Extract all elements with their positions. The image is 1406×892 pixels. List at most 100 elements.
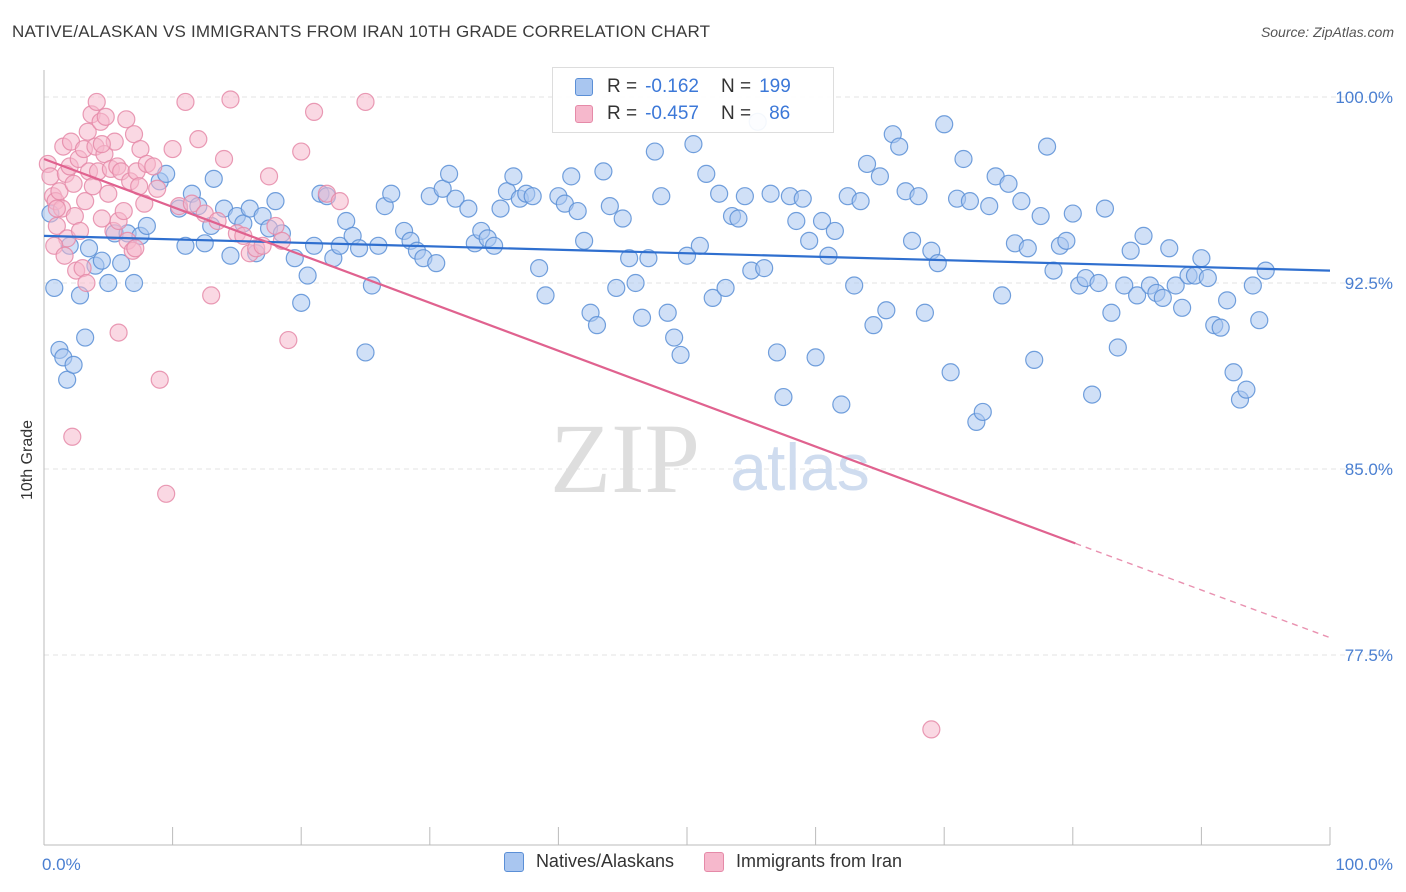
data-point: [1044, 261, 1063, 280]
data-point: [665, 328, 684, 347]
data-point: [77, 273, 96, 293]
data-point: [504, 167, 523, 186]
data-point: [710, 184, 729, 203]
data-point: [1102, 303, 1121, 322]
data-point: [857, 154, 877, 174]
data-point: [279, 330, 298, 350]
data-point: [1198, 268, 1217, 288]
legend-swatch-pink: [704, 851, 724, 872]
data-point: [568, 201, 587, 221]
data-point: [55, 246, 74, 265]
data-point: [189, 130, 208, 149]
data-point: [157, 484, 176, 503]
data-point: [980, 197, 999, 216]
data-point: [1134, 226, 1153, 245]
data-point: [485, 236, 504, 255]
data-point: [124, 273, 144, 293]
data-point: [928, 254, 947, 273]
data-point: [922, 720, 941, 739]
data-point: [1031, 206, 1050, 226]
data-point: [148, 179, 167, 198]
trend-line-iran: [43, 157, 1076, 545]
axes: [43, 70, 1331, 846]
data-point: [99, 184, 118, 203]
tick-labels: 100.0% 92.5% 85.0% 77.5% 0.0% 100.0%: [42, 88, 1393, 874]
chart-title: NATIVE/ALASKAN VS IMMIGRANTS FROM IRAN 1…: [12, 22, 711, 41]
data-point: [562, 167, 581, 186]
data-point: [298, 266, 317, 285]
data-point: [729, 209, 748, 228]
data-point: [96, 107, 115, 126]
data-point: [304, 102, 324, 121]
x-tick-label: 100.0%: [1335, 855, 1393, 874]
data-point: [999, 174, 1018, 193]
data-point: [117, 110, 136, 129]
data-point: [45, 278, 64, 298]
watermark-zip: ZIP: [550, 403, 700, 514]
legend-row-iran: R = -0.457 N = 86: [575, 101, 790, 127]
data-point: [137, 216, 156, 236]
data-point: [221, 90, 240, 109]
data-point: [304, 236, 324, 255]
data-point: [163, 139, 182, 159]
data-point: [1224, 363, 1243, 382]
legend-row-natives: R = -0.162 N = 199: [575, 74, 791, 100]
data-point: [1250, 311, 1269, 330]
data-point: [50, 182, 69, 201]
data-point: [76, 192, 95, 211]
data-point: [112, 254, 131, 273]
data-point: [76, 328, 95, 347]
data-point: [1012, 192, 1031, 211]
data-point: [439, 164, 459, 183]
data-point: [292, 142, 311, 161]
data-point: [671, 345, 690, 365]
data-point: [356, 92, 375, 112]
watermark: ZIP atlas: [550, 403, 870, 514]
data-point: [992, 286, 1012, 305]
y-tick-label: 77.5%: [1345, 646, 1393, 665]
data-point: [292, 293, 311, 312]
data-point: [135, 194, 154, 213]
n-value: 86: [769, 103, 791, 124]
data-point: [620, 249, 639, 268]
data-point: [613, 209, 632, 228]
n-label: N =: [720, 103, 752, 124]
data-point: [1018, 239, 1037, 258]
data-point: [70, 221, 90, 241]
data-point: [632, 308, 652, 327]
data-point: [639, 249, 658, 268]
data-point: [1166, 276, 1185, 295]
data-point: [677, 246, 697, 265]
trend-line-iran-extension: [1075, 542, 1331, 639]
legend-item-iran[interactable]: Immigrants from Iran: [704, 851, 902, 872]
data-point: [870, 167, 890, 186]
trend-line-natives: [43, 234, 1331, 272]
gridlines: [44, 96, 1392, 656]
data-point: [1237, 380, 1256, 399]
data-point: [703, 288, 722, 307]
data-point: [600, 197, 619, 216]
data-point: [144, 157, 163, 176]
data-point: [735, 187, 754, 206]
data-point: [1211, 318, 1230, 337]
data-point: [697, 164, 716, 183]
data-point: [825, 221, 844, 241]
data-point: [427, 254, 446, 273]
legend-item-natives[interactable]: Natives/Alaskans: [503, 851, 674, 872]
data-point: [1108, 338, 1127, 357]
y-tick-label: 100.0%: [1335, 88, 1393, 107]
data-point: [1127, 286, 1147, 305]
series-immigrants-from-iran: [38, 90, 941, 739]
data-point: [819, 246, 838, 265]
data-point: [954, 149, 973, 169]
data-point: [64, 355, 83, 374]
r-value: -0.457: [645, 103, 699, 124]
data-point: [935, 115, 954, 134]
data-point: [1057, 231, 1076, 250]
data-point: [176, 92, 195, 112]
data-point: [87, 92, 106, 112]
data-point: [941, 363, 960, 382]
data-point: [92, 251, 111, 270]
data-point: [1115, 276, 1134, 295]
data-point: [1173, 298, 1192, 317]
